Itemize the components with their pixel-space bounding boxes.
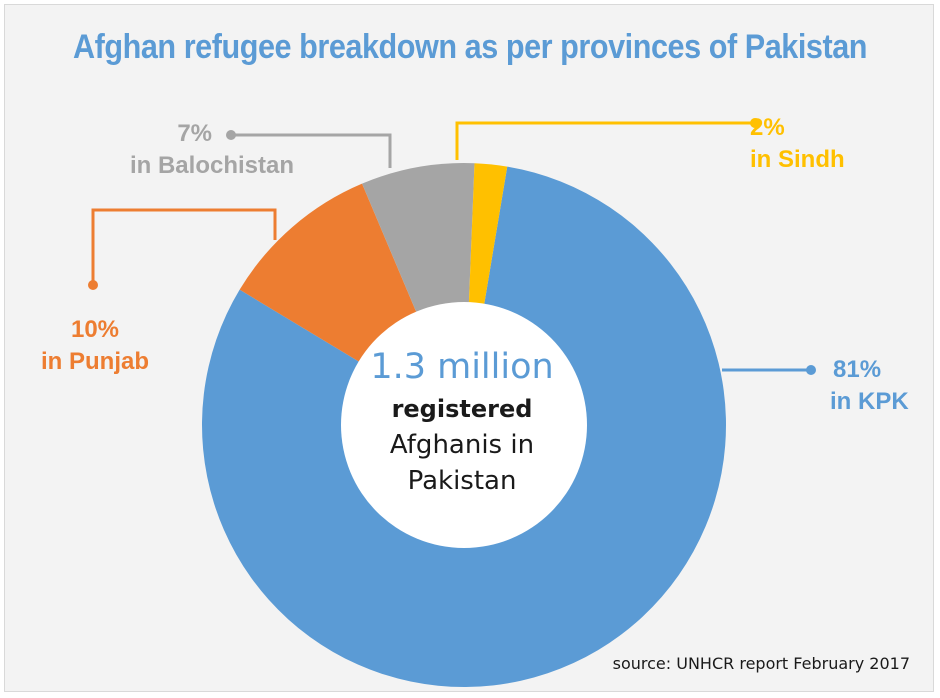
leader-punjab: [91, 208, 277, 285]
label-sindh: 2% in Sindh: [750, 112, 845, 176]
center-text: 1.3 million registered Afghanis in Pakis…: [347, 343, 577, 499]
label-sindh-text: in Sindh: [750, 146, 845, 173]
label-kpk: 81% in KPK: [830, 354, 909, 418]
leader-dot-kpk: [806, 365, 816, 375]
center-line-1: Afghanis in: [389, 430, 535, 460]
leader-dot-sindh: [750, 118, 760, 128]
leader-dot-balochistan: [226, 130, 236, 140]
leader-sindh: [455, 121, 755, 160]
label-punjab-pct: 10%: [70, 316, 120, 343]
label-balochistan-text: in Balochistan: [129, 152, 294, 179]
label-punjab: 10% in Punjab: [30, 314, 160, 378]
leader-dot-punjab: [88, 280, 98, 290]
label-punjab-text: in Punjab: [41, 348, 149, 375]
label-sindh-pct: 2%: [750, 114, 785, 141]
center-registered: registered: [391, 395, 533, 423]
label-kpk-pct: 81%: [833, 356, 882, 383]
label-balochistan: 7% in Balochistan: [130, 118, 294, 182]
chart-title: Afghan refugee breakdown as per province…: [72, 28, 868, 66]
center-amount: 1.3 million: [370, 347, 554, 387]
source-note: source: UNHCR report February 2017: [612, 654, 910, 673]
center-line-2: Pakistan: [407, 466, 517, 496]
label-kpk-text: in KPK: [830, 388, 909, 415]
donut-hole: [341, 302, 587, 548]
leader-balochistan: [231, 133, 392, 168]
label-balochistan-pct: 7%: [177, 120, 212, 147]
